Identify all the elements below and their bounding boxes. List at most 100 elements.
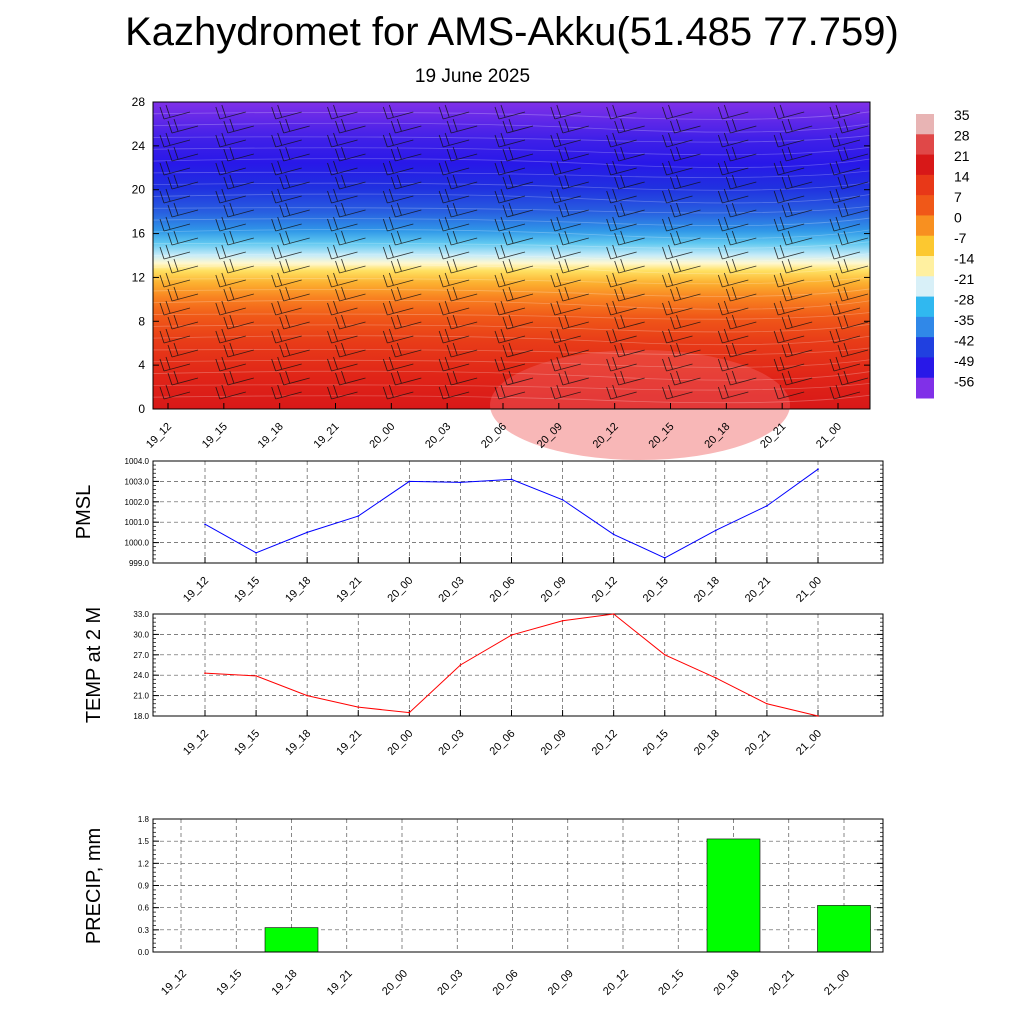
wind-barb — [837, 146, 869, 162]
wind-barb — [558, 146, 589, 162]
wind-barb — [159, 272, 191, 288]
temp-x-tick-label: 19_12 — [181, 728, 211, 758]
wind-barb — [494, 300, 526, 316]
precip-y-axis-label: PRECIP, mm — [83, 828, 105, 944]
wind-barb — [837, 202, 869, 218]
wind-barb — [279, 174, 310, 190]
wind-barb — [215, 244, 246, 260]
wind-barb — [773, 300, 805, 316]
wind-barb — [773, 384, 805, 400]
wind-barb — [327, 244, 358, 260]
wind-barb — [725, 230, 757, 246]
precip-y-tick-label: 0.0 — [138, 948, 150, 957]
wind-barb — [215, 188, 246, 204]
temp-y-tick-label: 27.0 — [133, 651, 149, 660]
wind-barb — [662, 132, 693, 148]
pmsl-data-point — [766, 505, 768, 507]
heatmap-x-tick-label: 20_03 — [423, 421, 453, 451]
colorbar-swatch — [916, 357, 934, 379]
heatmap-contour — [152, 370, 871, 381]
colorbar-label: -21 — [954, 271, 974, 287]
wind-barb — [327, 132, 358, 148]
pmsl-y-tick-label: 1002.0 — [125, 498, 150, 507]
wind-barb — [502, 342, 534, 358]
temp-y-tick-label: 24.0 — [133, 671, 149, 680]
wind-barb — [494, 104, 526, 120]
heatmap-contour — [152, 193, 871, 204]
pmsl-data-point — [510, 478, 513, 481]
temp-y-tick-label: 33.0 — [133, 610, 149, 619]
temp-data-point — [306, 694, 308, 697]
wind-barb — [725, 146, 757, 162]
wind-barb — [159, 132, 191, 148]
colorbar-swatch — [916, 256, 934, 277]
colorbar-swatch — [916, 276, 934, 298]
pmsl-data-point — [408, 480, 411, 483]
wind-barb — [327, 188, 358, 204]
wind-barb — [390, 370, 422, 386]
colorbar-swatch — [916, 154, 934, 176]
wind-barb — [446, 174, 478, 190]
wind-barb — [773, 132, 805, 148]
wind-barb — [662, 384, 693, 400]
wind-barb — [382, 188, 414, 204]
wind-barb — [502, 230, 534, 246]
colorbar-swatch — [916, 235, 934, 257]
wind-barb — [717, 132, 749, 148]
wind-barb — [215, 104, 246, 120]
wind-barb — [558, 174, 589, 190]
wind-barb — [167, 258, 199, 274]
wind-barb — [279, 342, 310, 358]
wind-barb — [829, 216, 861, 232]
heatmap-frame — [152, 101, 871, 410]
colorbar-swatch — [916, 316, 934, 338]
pmsl-x-tick-label: 19_12 — [181, 575, 211, 605]
wind-barb — [327, 272, 358, 288]
wind-barb — [725, 370, 757, 386]
precip-x-tick-label: 20_18 — [712, 968, 742, 998]
wind-barb — [725, 258, 757, 274]
temp-x-tick-label: 19_15 — [232, 728, 262, 758]
wind-barb — [558, 230, 589, 246]
colorbar-swatch — [916, 174, 934, 196]
wind-barb — [167, 146, 199, 162]
pmsl-x-tick-label: 20_15 — [641, 575, 671, 605]
wind-barb — [837, 286, 869, 302]
chart-subtitle: 19 June 2025 — [414, 66, 531, 87]
wind-barb — [335, 370, 366, 386]
precip-x-tick-label: 19_12 — [159, 968, 189, 998]
heatmap-x-tick-label: 20_06 — [479, 421, 509, 451]
temp-data-point — [715, 677, 717, 679]
wind-barb — [502, 174, 534, 190]
colorbar-swatch — [916, 377, 934, 399]
wind-barb — [167, 118, 199, 134]
wind-barb — [159, 244, 191, 260]
wind-barb — [494, 132, 526, 148]
pmsl-data-point — [561, 498, 564, 501]
wind-barb — [382, 356, 414, 372]
wind-barb — [606, 104, 637, 120]
wind-barb — [494, 188, 526, 204]
wind-barb — [662, 216, 693, 232]
wind-barb — [829, 384, 861, 400]
wind-barb — [550, 300, 581, 316]
wind-barb — [335, 202, 366, 218]
wind-barb — [390, 174, 422, 190]
wind-barb — [390, 258, 422, 274]
colorbar-label: -49 — [954, 353, 974, 369]
wind-barb — [223, 202, 254, 218]
pmsl-x-tick-label: 20_12 — [590, 575, 620, 605]
wind-barb — [781, 202, 813, 218]
wind-barb — [558, 342, 589, 358]
wind-barb — [614, 314, 645, 330]
wind-barb — [606, 244, 637, 260]
precip-x-tick-label: 19_15 — [214, 968, 244, 998]
temp-data-point — [510, 634, 513, 636]
wind-barb — [662, 356, 693, 372]
colorbar-label: 28 — [954, 128, 970, 144]
colorbar-label: 7 — [954, 189, 962, 205]
temp-y-axis-label: TEMP at 2 M — [83, 607, 105, 723]
pmsl-x-tick-label: 20_03 — [436, 575, 466, 605]
wind-barb — [717, 216, 749, 232]
wind-barb — [558, 202, 589, 218]
